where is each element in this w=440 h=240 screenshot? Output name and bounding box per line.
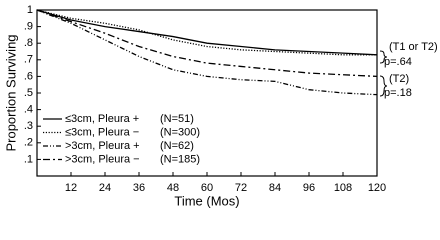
legend-count: (N=51) [160,113,194,125]
annotation: p=.64 [384,56,412,68]
x-tick-label: 72 [235,182,247,194]
legend-label: ≤3cm, Pleura − [65,126,139,138]
y-tick-label: .1 [24,153,33,165]
survival-line [36,9,378,56]
x-tick-label: 120 [368,182,386,194]
x-tick-label: 12 [65,182,77,194]
legend-label: >3cm, Pleura + [65,140,140,152]
annotation: p=.18 [384,87,412,99]
y-tick-label: .5 [24,87,33,99]
x-tick-label: 84 [269,182,281,194]
x-tick-label: 108 [334,182,352,194]
x-tick-label: 36 [133,182,145,194]
y-tick-label: 1 [27,4,33,16]
x-tick-label: 60 [201,182,213,194]
legend-label: >3cm, Pleura − [65,153,140,165]
y-tick-label: .2 [24,137,33,149]
annotation: (T1 or T2) [389,41,438,53]
y-tick-label: .4 [24,104,33,116]
annotation: (T2) [389,73,409,85]
y-tick-label: .3 [24,120,33,132]
brace [379,50,388,64]
y-axis-label: Proportion Surviving [3,34,18,151]
chart: Proportion Surviving Time (Mos) (T1 or T… [3,4,438,209]
x-tick-label: 96 [303,182,315,194]
legend-count: (N=62) [160,140,194,152]
x-axis-label: Time (Mos) [174,193,239,208]
x-tick-label: 48 [167,182,179,194]
y-tick-label: .7 [24,54,33,66]
y-tick-label: .8 [24,37,33,49]
legend-count: (N=300) [160,126,200,138]
legend-label: ≤3cm, Pleura + [65,113,139,125]
survival-line [36,9,377,56]
legend-count: (N=185) [160,153,200,165]
brace [379,75,388,97]
survival-line [36,9,378,96]
x-tick-label: 24 [99,182,111,194]
y-tick-label: .6 [24,70,33,82]
y-tick-label: .9 [24,21,33,33]
